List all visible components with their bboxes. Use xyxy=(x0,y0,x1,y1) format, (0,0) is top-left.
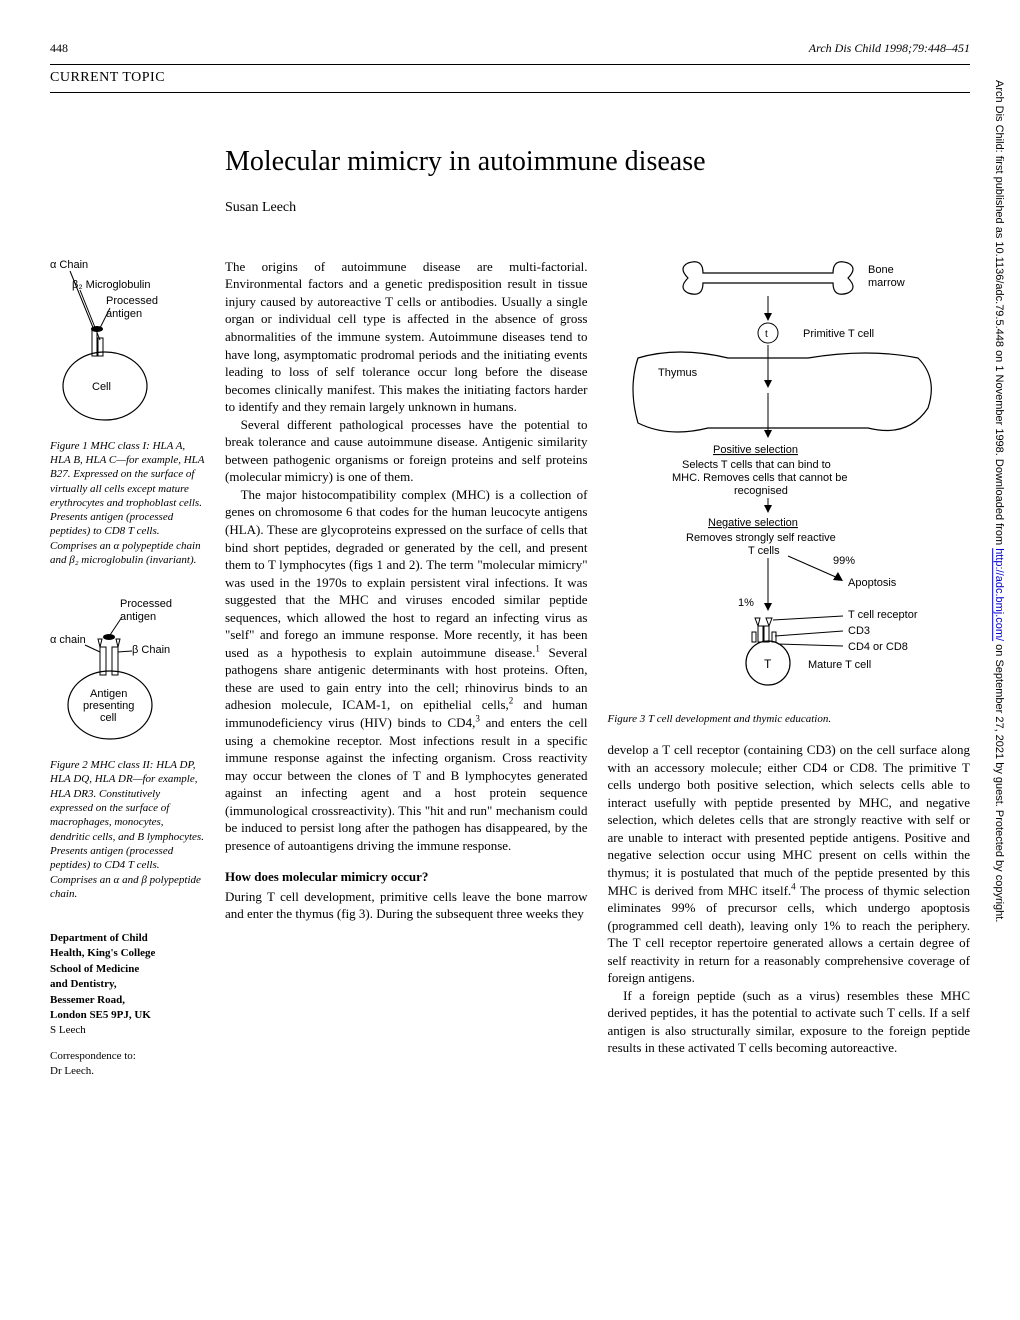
subhead-1: How does molecular mimicry occur? xyxy=(225,868,588,886)
page-header: 448 Arch Dis Child 1998;79:448–451 xyxy=(50,40,970,56)
section-rule xyxy=(50,92,970,93)
figure-2-caption: Figure 2 MHC class II: HLA DP, HLA DQ, H… xyxy=(50,758,205,901)
svg-text:Processed: Processed xyxy=(120,598,172,610)
svg-text:β₂ Microglobulin: β₂ Microglobulin xyxy=(72,279,150,291)
svg-text:Negative selection: Negative selection xyxy=(708,517,798,529)
svg-text:1%: 1% xyxy=(738,597,754,609)
para-6: If a foreign peptide (such as a virus) r… xyxy=(608,987,971,1057)
svg-text:CD4 or CD8: CD4 or CD8 xyxy=(848,641,908,653)
side-download-text: Arch Dis Child: first published as 10.11… xyxy=(990,80,1006,1240)
header-rule xyxy=(50,64,970,65)
para-3: The major histocompatibility complex (MH… xyxy=(225,486,588,854)
svg-text:presenting: presenting xyxy=(83,700,134,712)
fig1-caption-lead: Figure 1 MHC class I: xyxy=(50,440,150,452)
svg-text:CD3: CD3 xyxy=(848,625,870,637)
svg-text:t: t xyxy=(765,329,768,340)
fig2-caption-lead: Figure 2 MHC class II: xyxy=(50,759,153,771)
para-2: Several different pathological processes… xyxy=(225,416,588,486)
svg-text:T cells: T cells xyxy=(748,545,780,557)
fig2-caption-body: HLA DP, HLA DQ, HLA DR—for example, HLA … xyxy=(50,759,204,900)
svg-text:antigen: antigen xyxy=(106,308,142,320)
svg-text:marrow: marrow xyxy=(868,277,905,289)
svg-text:Bone: Bone xyxy=(868,264,894,276)
aff-l4: and Dentistry, xyxy=(50,977,205,992)
figure-1-svg: α Chain β₂ Microglobulin Processed antig… xyxy=(50,258,205,433)
content-columns: The origins of autoimmune disease are mu… xyxy=(225,258,970,1079)
column-2: Bone marrow t Primitive T cell Thymus xyxy=(608,258,971,1079)
para-1: The origins of autoimmune disease are mu… xyxy=(225,258,588,416)
svg-text:Apoptosis: Apoptosis xyxy=(848,577,897,589)
svg-text:Processed: Processed xyxy=(106,295,158,307)
aff-l2: Health, King's College xyxy=(50,946,205,961)
page-number: 448 xyxy=(50,40,68,56)
side-part2: on September 27, 2021 by guest. Protecte… xyxy=(993,641,1005,922)
svg-text:recognised: recognised xyxy=(734,485,788,497)
article-title: Molecular mimicry in autoimmune disease xyxy=(225,143,970,181)
svg-text:Removes strongly self reactive: Removes strongly self reactive xyxy=(686,532,836,544)
svg-text:T cell receptor: T cell receptor xyxy=(848,609,918,621)
column-1: The origins of autoimmune disease are mu… xyxy=(225,258,588,1079)
fig1-caption-body: HLA A, HLA B, HLA C—for example, HLA B27… xyxy=(50,440,204,566)
figure-1-caption: Figure 1 MHC class I: HLA A, HLA B, HLA … xyxy=(50,439,205,568)
aff-l1: Department of Child xyxy=(50,931,205,946)
svg-text:Mature T cell: Mature T cell xyxy=(808,659,871,671)
svg-text:α Chain: α Chain xyxy=(50,259,88,271)
side-link[interactable]: http://adc.bmj.com/ xyxy=(993,548,1005,641)
correspondence: Correspondence to: Dr Leech. xyxy=(50,1049,205,1079)
main-layout: α Chain β₂ Microglobulin Processed antig… xyxy=(50,258,970,1079)
sidebar: α Chain β₂ Microglobulin Processed antig… xyxy=(50,258,205,1079)
author: Susan Leech xyxy=(225,199,970,218)
section-label: CURRENT TOPIC xyxy=(50,69,970,88)
title-block: Molecular mimicry in autoimmune disease … xyxy=(225,143,970,218)
journal-ref: Arch Dis Child 1998;79:448–451 xyxy=(809,40,970,56)
svg-text:α chain: α chain xyxy=(50,634,86,646)
aff-l5: Bessemer Road, xyxy=(50,993,205,1008)
svg-text:Selects T cells that can bind: Selects T cells that can bind to xyxy=(682,459,831,471)
aff-l6: London SE5 9PJ, UK xyxy=(50,1008,205,1023)
para-5: develop a T cell receptor (containing CD… xyxy=(608,741,971,987)
aff-name: S Leech xyxy=(50,1023,205,1038)
figure-2-svg: Processed antigen α chain β Chain Antige… xyxy=(50,597,205,752)
svg-text:Positive selection: Positive selection xyxy=(713,444,798,456)
figure-3-svg: Bone marrow t Primitive T cell Thymus xyxy=(608,258,971,703)
corr-l1: Correspondence to: xyxy=(50,1049,205,1064)
svg-text:β Chain: β Chain xyxy=(132,644,170,656)
svg-text:99%: 99% xyxy=(833,555,855,567)
svg-text:Cell: Cell xyxy=(92,381,111,393)
svg-text:antigen: antigen xyxy=(120,611,156,623)
para-4: During T cell development, primitive cel… xyxy=(225,888,588,923)
affiliation: Department of Child Health, King's Colle… xyxy=(50,931,205,1039)
aff-l3: School of Medicine xyxy=(50,962,205,977)
svg-text:MHC. Removes cells that cannot: MHC. Removes cells that cannot be xyxy=(672,472,847,484)
svg-text:cell: cell xyxy=(100,712,117,724)
svg-text:T: T xyxy=(764,657,772,671)
figure-3-caption: Figure 3 T cell development and thymic e… xyxy=(608,712,971,727)
corr-l2: Dr Leech. xyxy=(50,1064,205,1079)
svg-text:Antigen: Antigen xyxy=(90,688,127,700)
svg-text:Primitive T cell: Primitive T cell xyxy=(803,328,874,340)
svg-text:Thymus: Thymus xyxy=(658,367,698,379)
side-part1: Arch Dis Child: first published as 10.11… xyxy=(993,80,1005,548)
